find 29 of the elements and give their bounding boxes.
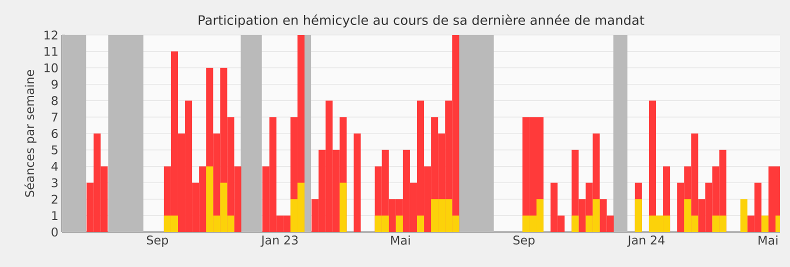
- y-axis-title: Séances par semaine: [24, 70, 36, 197]
- bar: [340, 182, 347, 232]
- bar: [761, 216, 768, 232]
- y-tick-label: 6: [52, 128, 58, 138]
- y-tick-label: 8: [52, 96, 58, 106]
- bar: [634, 199, 642, 232]
- x-tick-label: Jan 23: [260, 236, 298, 247]
- bar: [740, 199, 748, 232]
- y-tick-label: 9: [52, 80, 58, 89]
- bar: [416, 216, 424, 232]
- y-tick-label: 10: [44, 63, 58, 72]
- x-tick-label: Mai: [391, 236, 410, 245]
- bar: [396, 216, 403, 232]
- y-tick-label: 0: [52, 227, 58, 237]
- x-tick-label: Mai: [758, 236, 778, 245]
- y-tick-label: 4: [51, 162, 58, 171]
- y-tick-label: 11: [44, 47, 58, 56]
- y-tick-label: 1: [52, 211, 58, 220]
- x-tick-label: Sep: [146, 236, 168, 247]
- chart-title: Participation en hémicycle au cours de sa dernière année de mandat: [198, 14, 644, 28]
- x-tick-label: Sep: [513, 236, 535, 247]
- bar: [572, 216, 579, 232]
- y-tick-label: 5: [52, 145, 58, 154]
- y-tick-label: 12: [44, 30, 58, 40]
- x-tick-label: Jan 24: [627, 236, 664, 247]
- y-tick-label: 2: [52, 194, 58, 204]
- y-tick-label: 3: [52, 178, 58, 188]
- bar: [354, 134, 361, 232]
- y-tick-label: 7: [52, 112, 58, 122]
